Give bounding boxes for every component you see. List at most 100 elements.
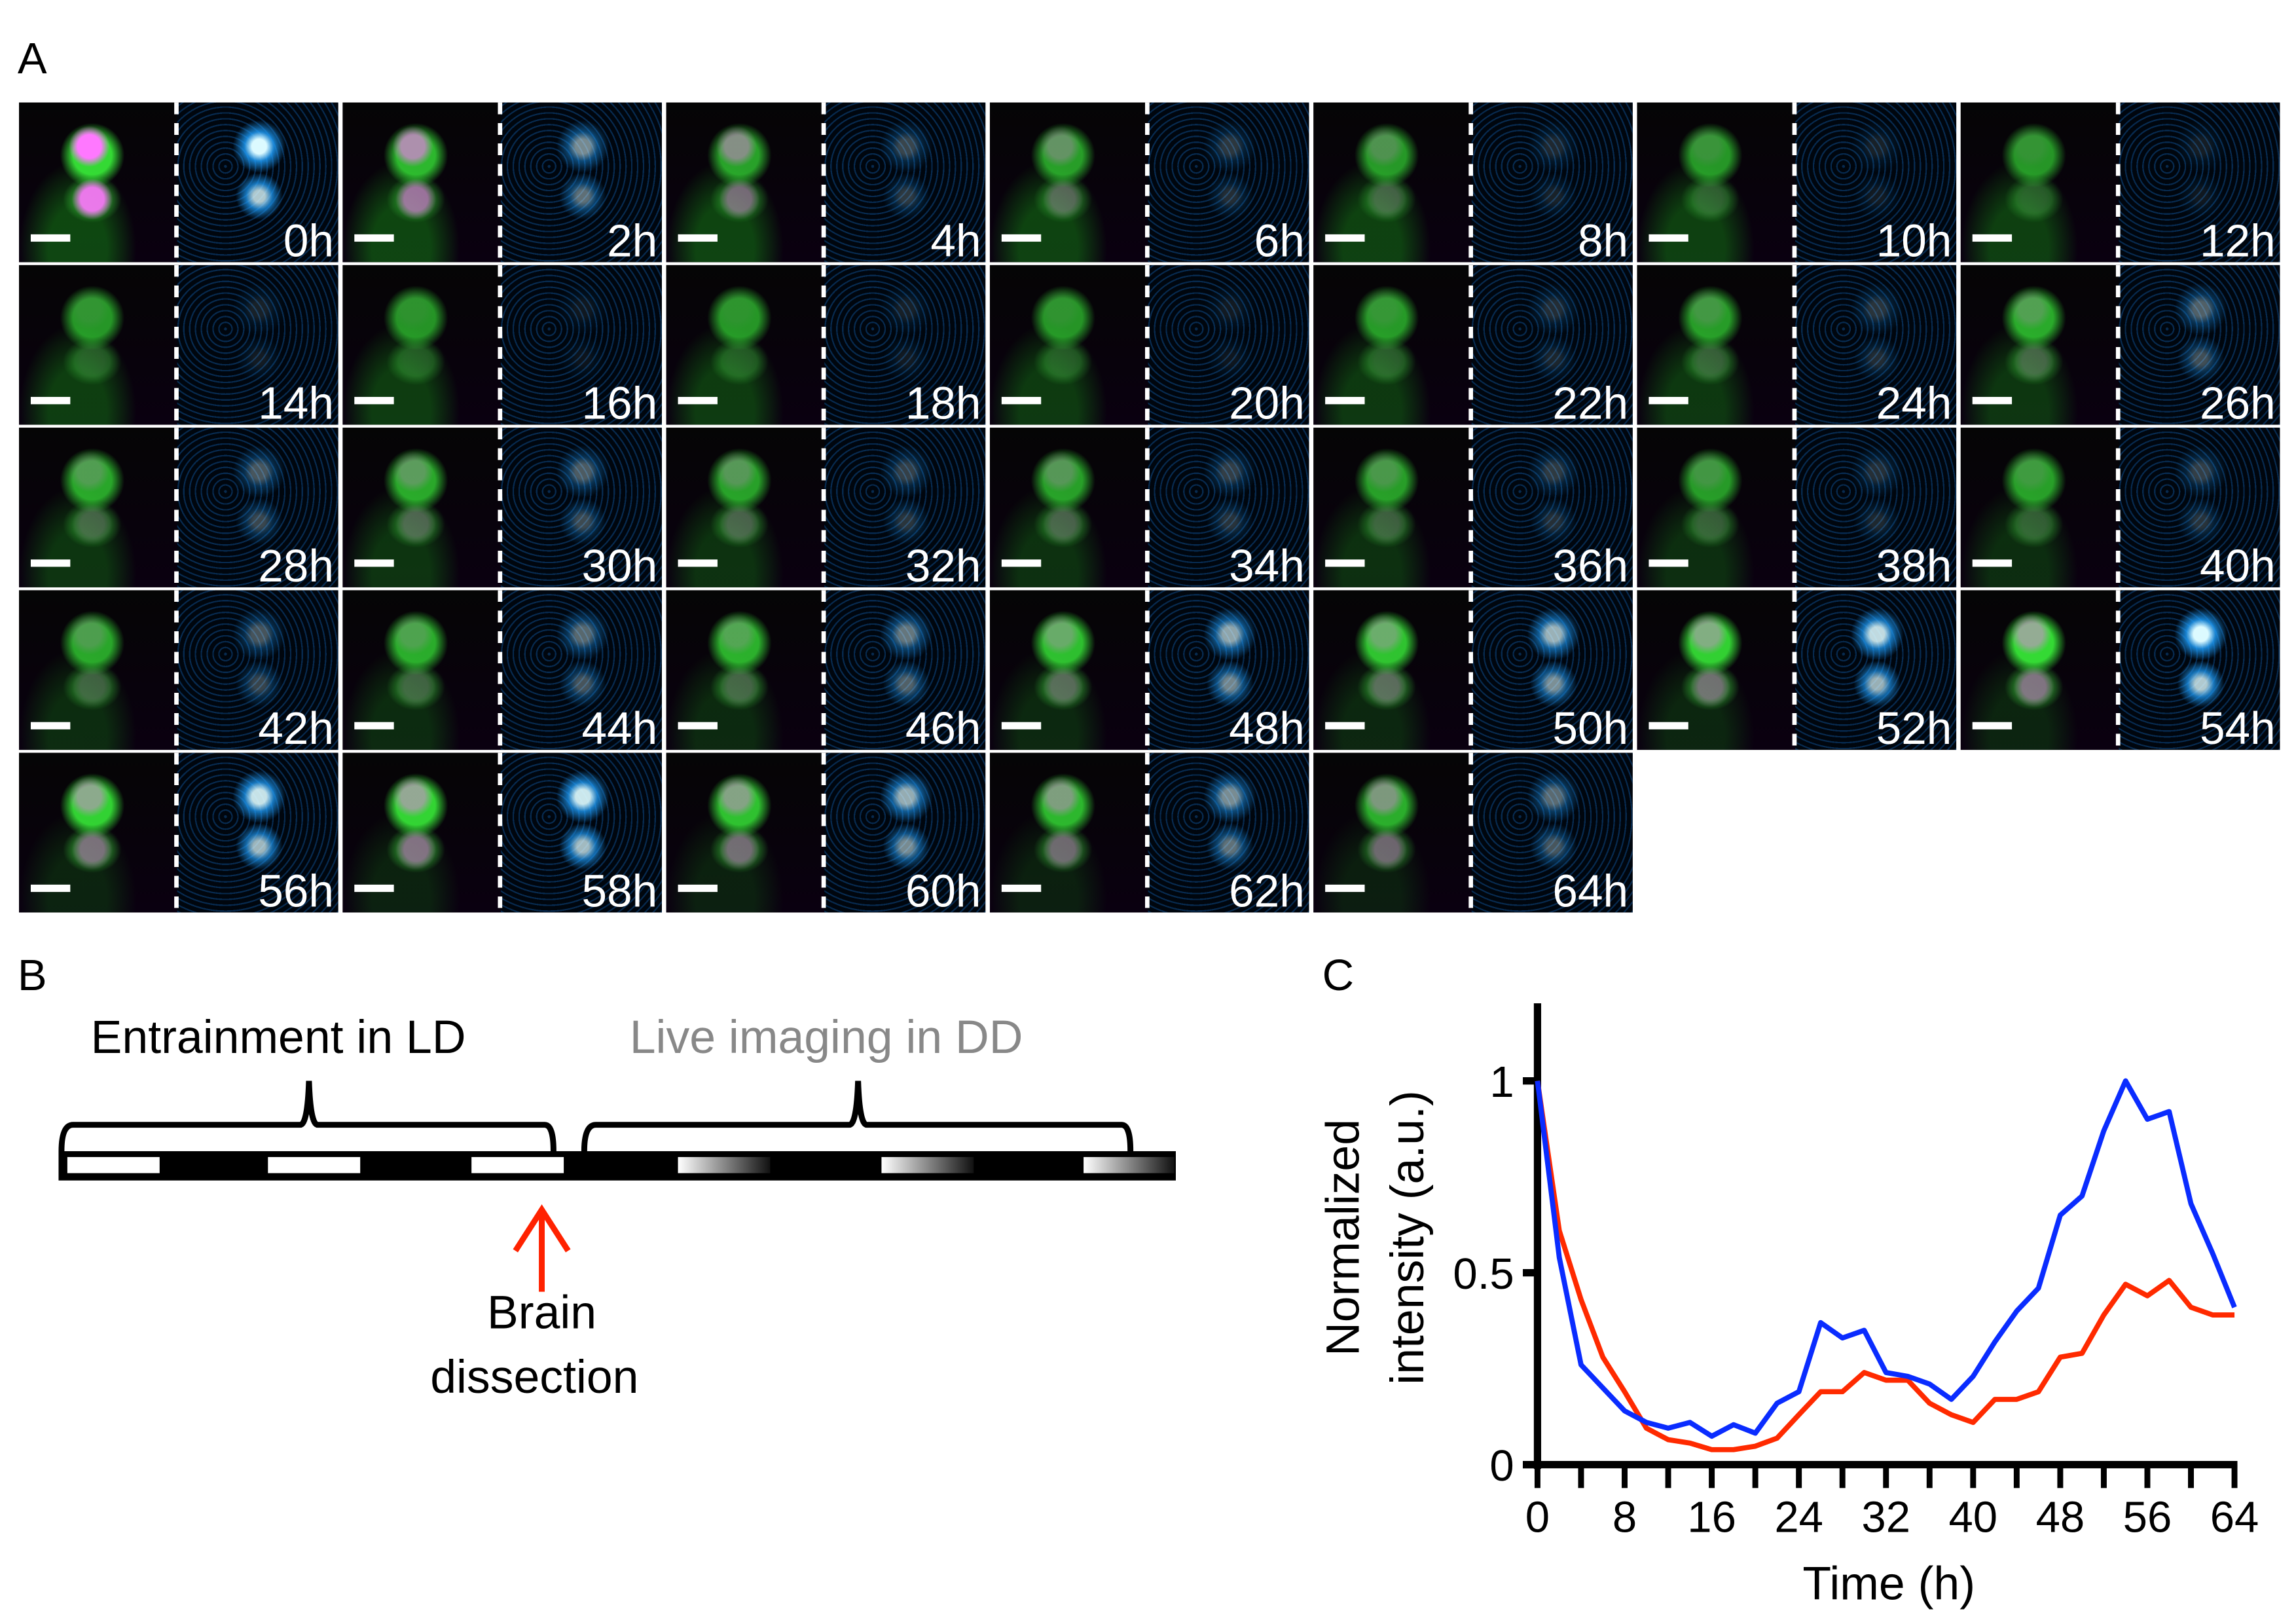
- timelapse-tile: 18h: [666, 265, 986, 425]
- channel-divider: [2115, 590, 2121, 750]
- cyan-channel-image: [1471, 102, 1633, 263]
- entrainment-label: Entrainment in LD: [90, 1010, 466, 1063]
- cyan-channel-image: [500, 102, 662, 263]
- timepoint-label: 0h: [283, 215, 334, 263]
- scale-bar: [354, 884, 394, 893]
- x-axis-label: Time (h): [1802, 1557, 1975, 1610]
- cyan-channel-image: [500, 265, 662, 425]
- timelapse-tile: 32h: [666, 428, 986, 587]
- cyan-channel-image: [500, 428, 662, 587]
- timepoint-label: 32h: [905, 540, 981, 587]
- cyan-channel-image: [2119, 102, 2280, 263]
- timelapse-tile: 6h: [989, 102, 1309, 263]
- x-tick-label: 24: [1774, 1492, 1823, 1541]
- live-imaging-label: Live imaging in DD: [629, 1010, 1023, 1063]
- cyan-channel-image: [1148, 752, 1309, 913]
- timepoint-label: 62h: [1229, 865, 1305, 913]
- timepoint-label: 18h: [905, 378, 981, 425]
- scale-bar: [1325, 397, 1365, 405]
- timepoint-label: 14h: [258, 378, 334, 425]
- light-phase: [67, 1156, 160, 1173]
- cyan-channel-image: [177, 265, 338, 425]
- cyan-channel-image: [2119, 590, 2280, 750]
- channel-divider: [821, 102, 826, 263]
- timelapse-tile: 4h: [666, 102, 986, 263]
- timelapse-tile: 26h: [1960, 265, 2280, 425]
- cyan-channel-image: [1795, 428, 1957, 587]
- timepoint-label: 28h: [258, 540, 334, 587]
- panel-c-label: C: [1322, 951, 1355, 1001]
- timelapse-tile: 28h: [19, 428, 338, 587]
- timelapse-tile: 22h: [1313, 265, 1633, 425]
- channel-divider: [174, 590, 179, 750]
- live-imaging-brace: [581, 1080, 1134, 1152]
- timelapse-tile: 46h: [666, 590, 986, 750]
- cyan-channel-image: [1148, 590, 1309, 750]
- timepoint-label: 6h: [1254, 215, 1305, 263]
- timelapse-tile: 44h: [342, 590, 662, 750]
- scale-bar: [30, 234, 71, 242]
- timepoint-label: 48h: [1229, 703, 1305, 750]
- scale-bar: [30, 559, 71, 567]
- timepoint-label: 44h: [581, 703, 658, 750]
- dissection-label: dissection: [430, 1350, 639, 1403]
- subjective-day-phase: [1084, 1156, 1175, 1173]
- channel-divider: [498, 428, 503, 587]
- timelapse-tile: 56h: [19, 752, 338, 913]
- timelapse-tile: 34h: [989, 428, 1309, 587]
- timelapse-tile: 20h: [989, 265, 1309, 425]
- scale-bar: [1972, 559, 2013, 567]
- timelapse-tile: 42h: [19, 590, 338, 750]
- channel-divider: [1145, 428, 1150, 587]
- scale-bar: [1972, 722, 2013, 729]
- channel-divider: [821, 590, 826, 750]
- channel-divider: [498, 590, 503, 750]
- channel-divider: [1792, 102, 1797, 263]
- scale-bar: [1972, 397, 2013, 405]
- timelapse-tile: 54h: [1960, 590, 2280, 750]
- x-tick-label: 40: [1949, 1492, 1998, 1541]
- timelapse-tile: 0h: [19, 102, 338, 263]
- schedule-bar: [58, 1151, 1176, 1181]
- channel-divider: [1468, 590, 1474, 750]
- scale-bar: [1649, 397, 1688, 405]
- light-phase: [268, 1156, 361, 1173]
- channel-divider: [1145, 265, 1150, 425]
- cyan-channel-image: [2119, 428, 2280, 587]
- scale-bar: [678, 559, 718, 567]
- scale-bar: [1001, 234, 1042, 242]
- cyan-channel-image: [2119, 265, 2280, 425]
- scale-bar: [1001, 559, 1042, 567]
- timelapse-tile: 12h: [1960, 102, 2280, 263]
- timepoint-label: 22h: [1552, 378, 1629, 425]
- cyan-channel-image: [177, 102, 338, 263]
- scale-bar: [678, 234, 718, 242]
- timelapse-tile: 36h: [1313, 428, 1633, 587]
- timepoint-label: 10h: [1876, 215, 1952, 263]
- cyan-channel-image: [177, 428, 338, 587]
- scale-bar: [354, 234, 394, 242]
- x-tick-label: 16: [1687, 1492, 1736, 1541]
- scale-bar: [1001, 397, 1042, 405]
- timepoint-label: 64h: [1552, 865, 1629, 913]
- channel-divider: [498, 752, 503, 913]
- timelapse-tile: 62h: [989, 752, 1309, 913]
- channel-divider: [1792, 428, 1797, 587]
- cyan-channel-image: [177, 752, 338, 913]
- timepoint-label: 54h: [2199, 703, 2276, 750]
- cyan-channel-image: [1471, 590, 1633, 750]
- brain-label: Brain: [487, 1285, 597, 1339]
- timepoint-label: 26h: [2199, 378, 2276, 425]
- timelapse-tile: 60h: [666, 752, 986, 913]
- timepoint-label: 2h: [607, 215, 658, 263]
- scale-bar: [1325, 559, 1365, 567]
- timepoint-label: 40h: [2199, 540, 2276, 587]
- timelapse-tile: 40h: [1960, 428, 2280, 587]
- timelapse-tile: 50h: [1313, 590, 1633, 750]
- cyan-channel-image: [1471, 428, 1633, 587]
- timelapse-tile: 38h: [1637, 428, 1957, 587]
- timepoint-label: 38h: [1876, 540, 1952, 587]
- x-tick-label: 48: [2036, 1492, 2085, 1541]
